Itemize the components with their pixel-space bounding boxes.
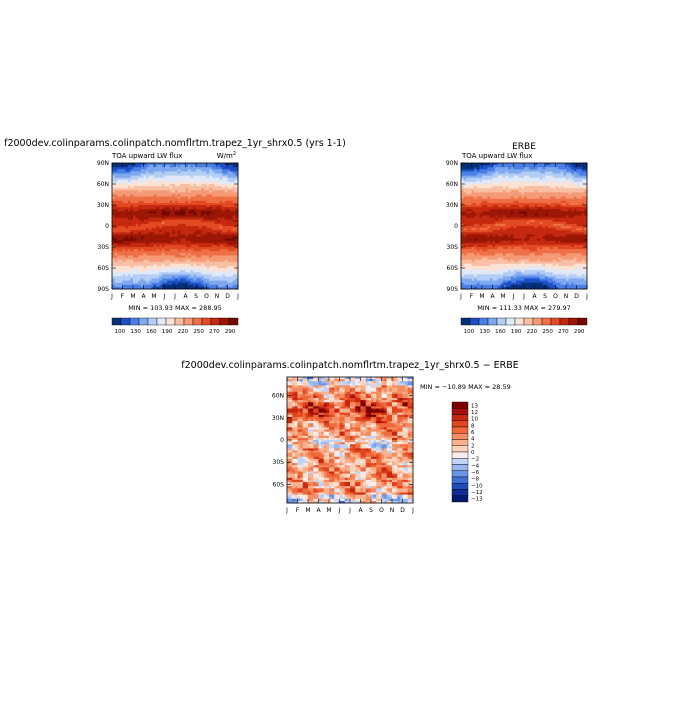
x-tick-label: A	[183, 293, 188, 300]
colorbar-label: 130	[130, 329, 141, 335]
panel1-stats: MIN = 103.93 MAX = 288.95	[128, 304, 222, 312]
colorbar-label: 160	[146, 329, 157, 335]
panel1-colorbar: 100 130 160 190 220 250 270 290	[112, 318, 238, 335]
x-tick-label: J	[110, 293, 113, 300]
panel2-subtitle: TOA upward LW flux	[461, 152, 532, 160]
y-tick-label: 60S	[98, 265, 110, 272]
x-tick-label: S	[194, 293, 198, 300]
y-tick-label: 0	[105, 223, 109, 230]
x-tick-label: M	[151, 293, 156, 300]
x-tick-label: N	[215, 293, 220, 300]
x-tick-label: F	[121, 293, 125, 300]
panel1-subtitle: TOA upward LW flux	[111, 152, 182, 160]
x-tick-label: D	[225, 293, 230, 300]
colorbar-swatch	[130, 318, 139, 325]
x-tick-label: A	[141, 293, 146, 300]
x-tick-label: O	[204, 293, 209, 300]
colorbar-swatch	[166, 318, 175, 325]
x-tick-label: J	[173, 293, 176, 300]
colorbar-label: 100	[115, 329, 126, 335]
y-tick-label: 90S	[98, 286, 110, 293]
y-tick-label: 30N	[97, 202, 109, 209]
y-tick-label: 90N	[97, 160, 109, 167]
panel1-title: f2000dev.colinparams.colinpatch.nomflrtm…	[4, 138, 346, 149]
colorbar-label: 290	[225, 329, 236, 335]
colorbar-swatch	[184, 318, 193, 325]
y-tick-label: 60N	[97, 181, 109, 188]
colorbar-label: 190	[162, 329, 173, 335]
colorbar-swatch	[139, 318, 148, 325]
panel1-units-base: W/m	[217, 152, 233, 160]
colorbar-swatch	[157, 318, 166, 325]
colorbar-swatch	[202, 318, 211, 325]
x-tick-label: J	[236, 293, 239, 300]
x-tick-label: M	[130, 293, 135, 300]
y-tick-label: 30S	[98, 244, 110, 251]
colorbar-label: 220	[178, 329, 189, 335]
colorbar-label: 250	[193, 329, 204, 335]
colorbar-label: 270	[209, 329, 220, 335]
colorbar-swatch	[220, 318, 229, 325]
x-tick-label: J	[163, 293, 166, 300]
colorbar-swatch	[229, 318, 238, 325]
colorbar-swatch	[175, 318, 184, 325]
colorbar-swatch	[211, 318, 220, 325]
colorbar-swatch	[112, 318, 121, 325]
panel1-units-exp: 2	[233, 151, 236, 157]
colorbar-swatch	[148, 318, 157, 325]
panel2-title: ERBE	[512, 142, 536, 152]
colorbar-swatch	[193, 318, 202, 325]
panel1-units: W/m2	[217, 151, 236, 160]
colorbar-swatch	[121, 318, 130, 325]
